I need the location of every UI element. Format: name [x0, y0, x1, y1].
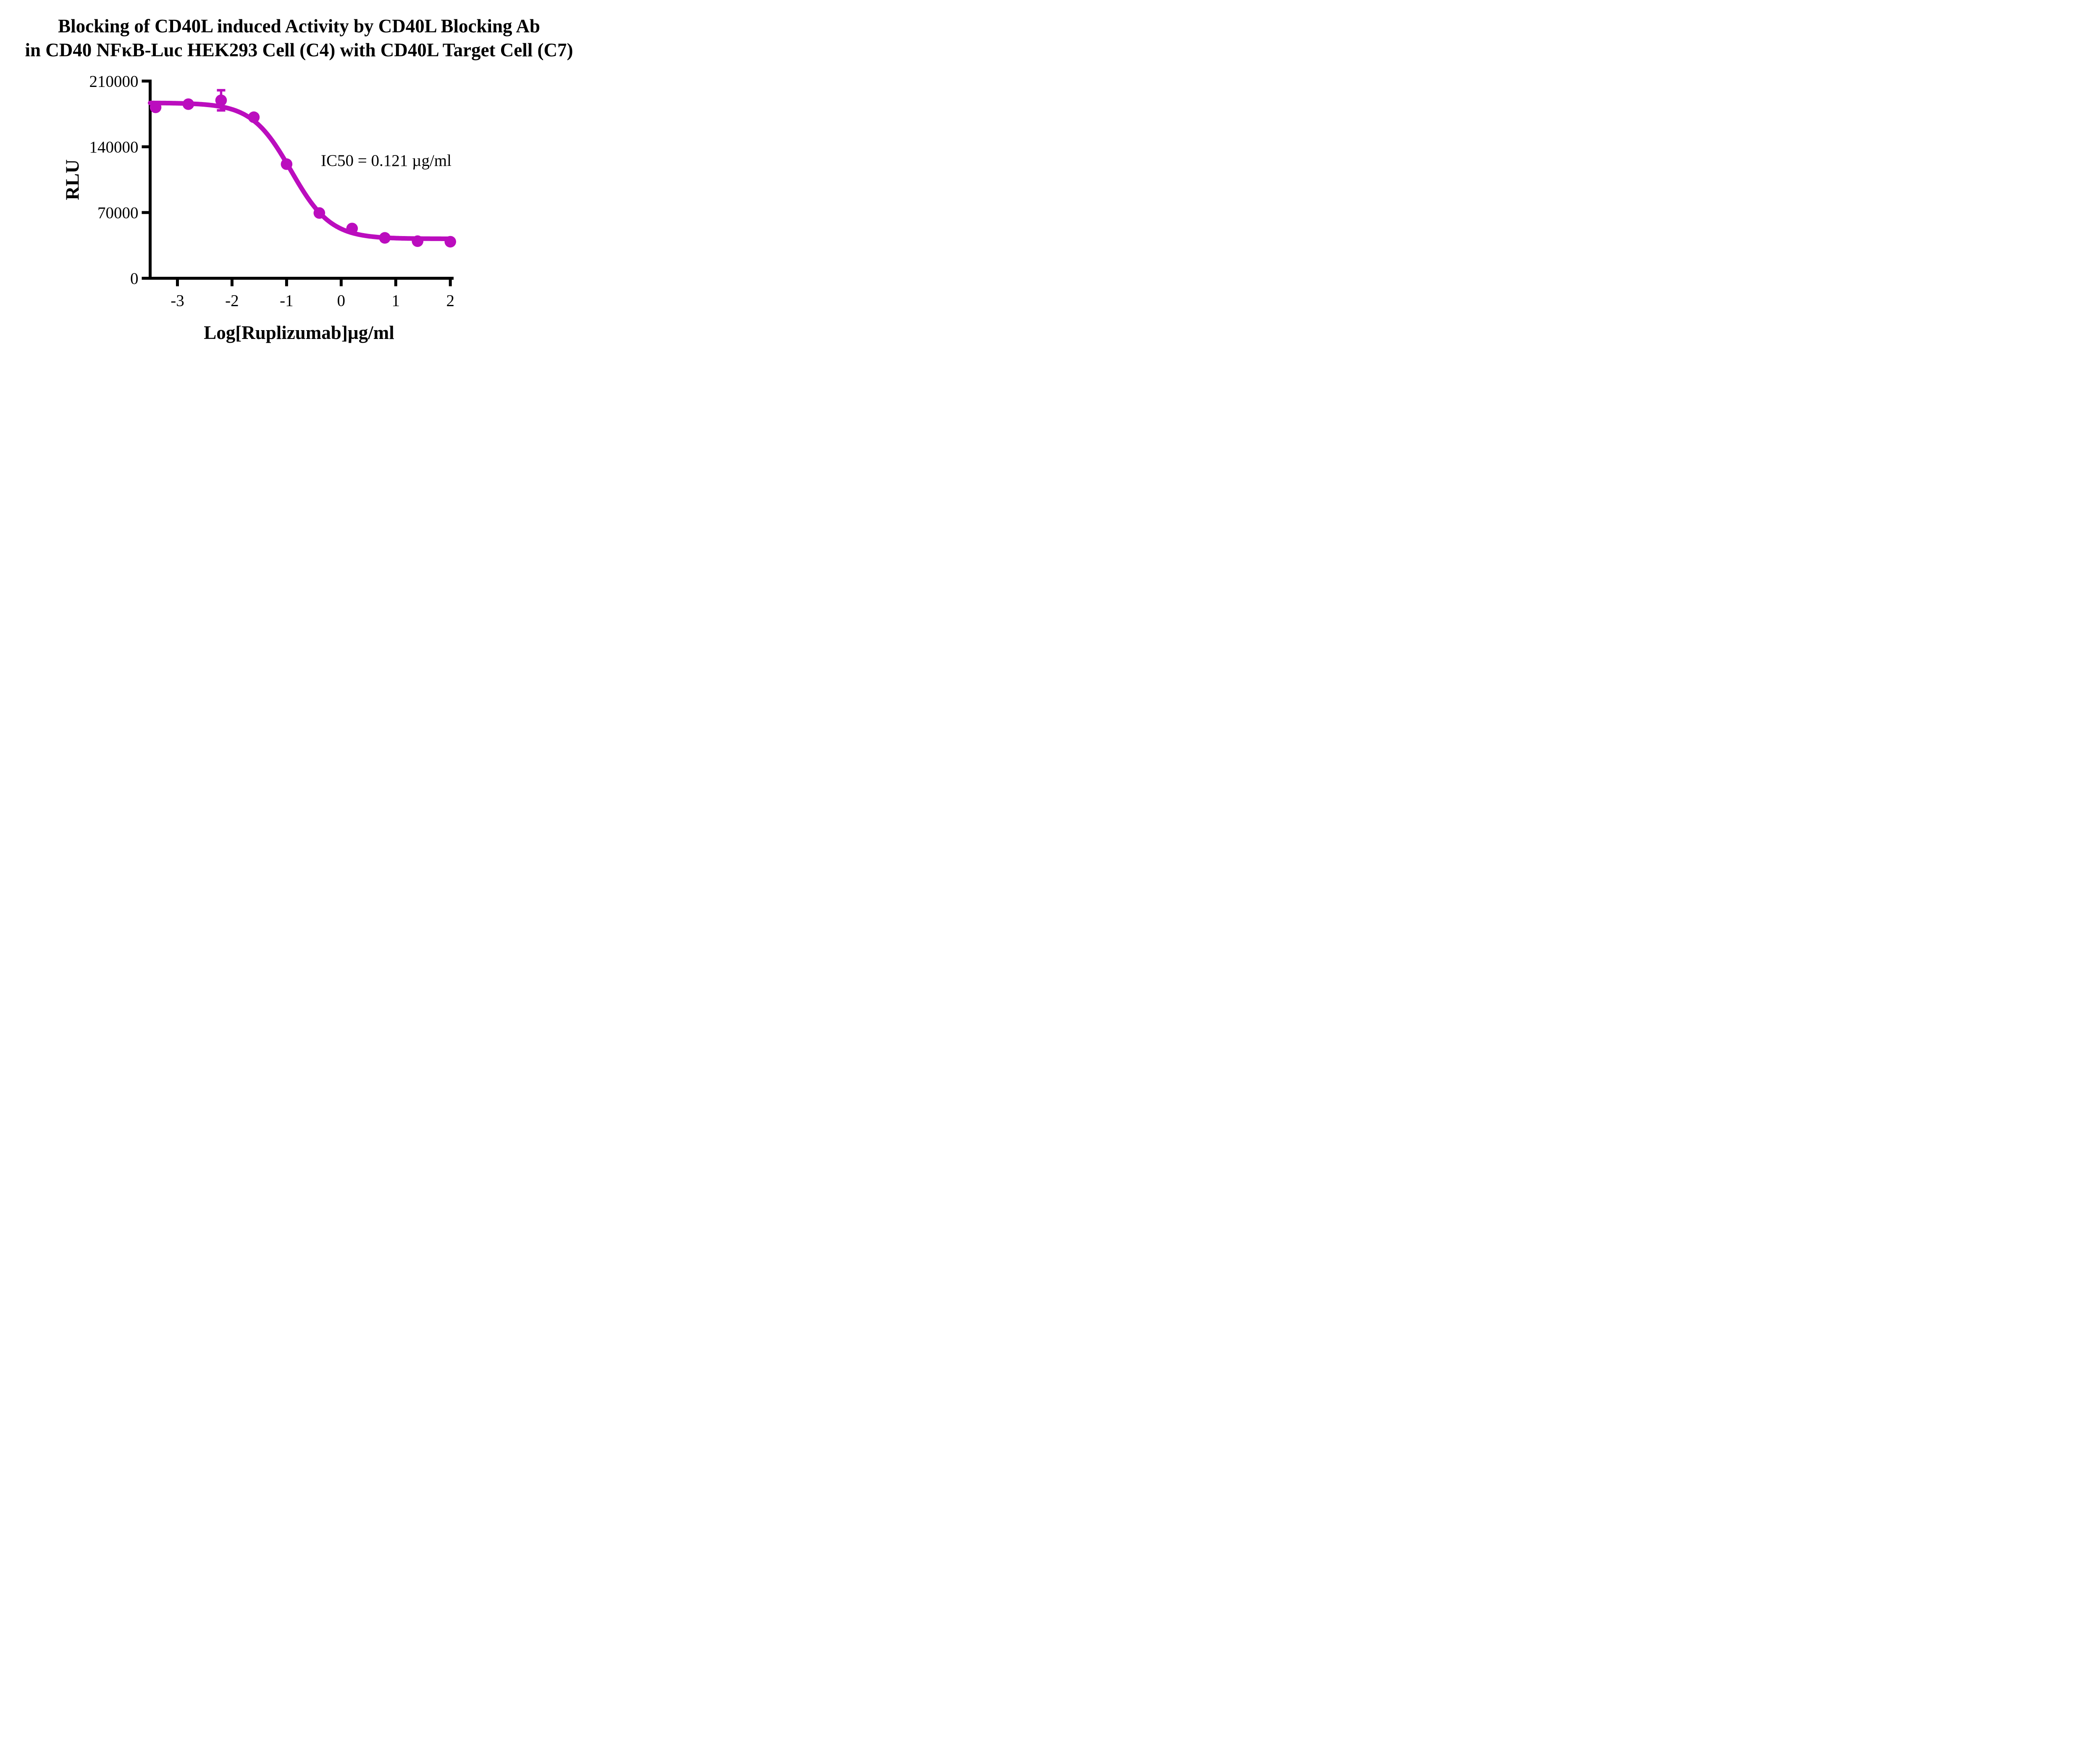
- data-point: [281, 158, 293, 170]
- data-point: [346, 223, 358, 234]
- data-point: [412, 235, 424, 247]
- data-point: [248, 111, 260, 123]
- y-tick-label: 140000: [89, 138, 139, 156]
- chart-title-line1: Blocking of CD40L induced Activity by CD…: [58, 16, 540, 37]
- data-point: [313, 207, 326, 219]
- x-tick-label: -3: [171, 292, 184, 310]
- fit-curve: [148, 100, 453, 241]
- data-point: [215, 95, 227, 106]
- data-point: [444, 236, 456, 248]
- y-tick-label: 70000: [97, 204, 139, 222]
- y-tick-label: 0: [130, 270, 139, 288]
- x-tick-label: 2: [446, 292, 454, 310]
- x-axis-title: Log[Ruplizumab]µg/ml: [204, 322, 394, 343]
- chart-title: Blocking of CD40L induced Activity by CD…: [0, 14, 598, 62]
- data-point: [150, 101, 162, 113]
- y-axis-title: RLU: [61, 159, 83, 200]
- axis-spine: [149, 79, 454, 280]
- x-tick-label: 1: [392, 292, 400, 310]
- data-point: [379, 232, 391, 244]
- ic50-annotation: IC50 = 0.121 µg/ml: [321, 152, 452, 170]
- x-tick-label: -2: [225, 292, 239, 310]
- plot-area: 0 70000 140000 210000 -3 -2 -1 0 1 2: [89, 73, 456, 310]
- x-tick-label: 0: [337, 292, 346, 310]
- data-point: [182, 98, 194, 110]
- x-tick-label: -1: [280, 292, 294, 310]
- chart-container: Blocking of CD40L induced Activity by CD…: [0, 0, 598, 352]
- chart-title-line2: in CD40 NFκB-Luc HEK293 Cell (C4) with C…: [25, 39, 573, 60]
- y-tick-label: 210000: [89, 73, 139, 91]
